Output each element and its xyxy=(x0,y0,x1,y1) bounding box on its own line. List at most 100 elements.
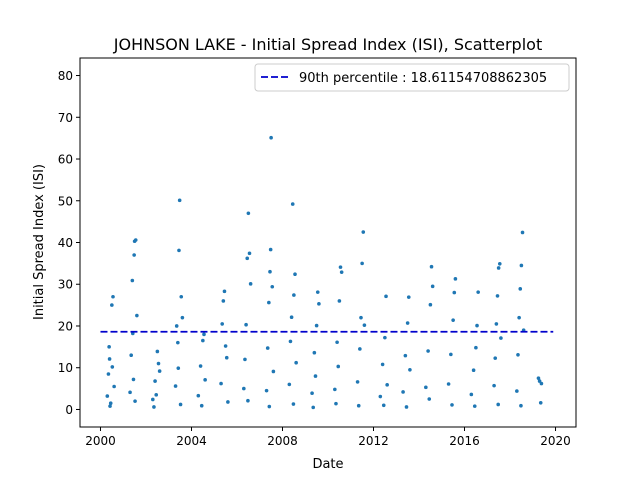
data-point-0-80 xyxy=(311,405,316,410)
x-tick-label: 2020 xyxy=(540,434,571,448)
data-point-0-33 xyxy=(180,315,185,320)
data-point-0-54 xyxy=(247,251,252,256)
chart-title: JOHNSON LAKE - Initial Spread Index (ISI… xyxy=(113,35,542,54)
data-point-0-27 xyxy=(173,384,178,388)
data-point-0-78 xyxy=(317,302,321,306)
y-tick-label: 50 xyxy=(58,194,73,208)
data-point-0-59 xyxy=(267,300,271,305)
data-point-0-114 xyxy=(449,352,453,357)
data-point-0-49 xyxy=(242,386,246,391)
data-point-0-9 xyxy=(110,365,115,369)
data-point-0-47 xyxy=(226,400,230,404)
data-point-0-85 xyxy=(339,270,344,274)
data-point-0-64 xyxy=(271,369,276,374)
data-point-0-108 xyxy=(426,349,430,353)
x-tick-label: 2004 xyxy=(176,434,207,448)
data-point-0-112 xyxy=(427,397,432,401)
data-point-0-100 xyxy=(381,403,386,408)
data-point-0-77 xyxy=(315,290,320,294)
y-tick-label: 0 xyxy=(65,403,73,417)
data-point-0-11 xyxy=(129,353,133,358)
data-point-0-4 xyxy=(110,303,114,307)
data-point-0-43 xyxy=(220,322,224,326)
data-point-0-15 xyxy=(133,238,138,242)
data-point-0-58 xyxy=(265,346,270,350)
data-point-0-143 xyxy=(538,400,543,405)
data-point-0-66 xyxy=(287,382,292,387)
data-point-0-87 xyxy=(334,401,338,406)
data-point-0-137 xyxy=(519,263,524,268)
data-point-0-105 xyxy=(408,368,412,372)
x-tick-label: 2012 xyxy=(358,434,389,448)
data-point-0-131 xyxy=(499,336,503,340)
data-point-0-135 xyxy=(517,315,521,320)
legend-label: 90th percentile : 18.61154708862305 xyxy=(299,71,547,86)
data-point-0-97 xyxy=(383,335,387,340)
data-point-0-65 xyxy=(267,404,272,409)
data-point-0-113 xyxy=(446,382,451,386)
data-point-0-134 xyxy=(516,352,520,357)
data-point-0-82 xyxy=(335,340,339,345)
data-point-0-103 xyxy=(405,321,410,325)
data-point-0-140 xyxy=(519,403,523,408)
data-point-0-92 xyxy=(361,230,366,234)
data-point-0-53 xyxy=(246,211,251,216)
data-point-0-72 xyxy=(294,360,298,365)
data-point-0-48 xyxy=(223,344,228,348)
data-point-0-44 xyxy=(221,299,226,303)
data-point-0-106 xyxy=(404,405,409,409)
data-point-0-29 xyxy=(176,340,180,345)
data-point-0-129 xyxy=(496,266,501,270)
data-point-0-60 xyxy=(268,269,272,274)
data-point-0-76 xyxy=(314,323,319,328)
x-tick-label: 2000 xyxy=(85,434,116,448)
data-point-0-102 xyxy=(403,353,408,358)
data-point-0-34 xyxy=(178,402,183,407)
data-point-0-16 xyxy=(135,313,139,318)
data-point-0-130 xyxy=(497,261,502,266)
data-point-0-101 xyxy=(401,390,405,394)
data-point-0-30 xyxy=(177,248,181,253)
data-point-0-116 xyxy=(452,290,457,295)
data-point-0-95 xyxy=(378,394,383,399)
data-point-0-127 xyxy=(494,322,499,326)
data-point-0-22 xyxy=(155,349,160,354)
data-point-0-24 xyxy=(157,369,162,373)
data-point-0-86 xyxy=(336,364,341,369)
data-point-0-37 xyxy=(198,364,203,368)
data-point-0-93 xyxy=(362,323,367,327)
data-point-0-123 xyxy=(476,290,480,294)
data-point-0-26 xyxy=(152,405,156,409)
data-point-0-104 xyxy=(406,295,411,299)
data-point-0-51 xyxy=(244,322,248,327)
x-axis-label: Date xyxy=(312,457,343,472)
data-point-0-132 xyxy=(496,402,500,407)
data-point-0-125 xyxy=(492,383,496,388)
data-point-0-56 xyxy=(246,398,250,403)
data-point-0-94 xyxy=(356,403,361,408)
data-point-0-42 xyxy=(219,381,223,386)
data-point-0-41 xyxy=(199,403,204,408)
data-point-0-99 xyxy=(385,383,389,387)
data-point-0-6 xyxy=(112,384,116,389)
y-axis: 0 10 20 30 40 50 60 70 80 xyxy=(58,69,80,417)
data-point-0-84 xyxy=(338,265,343,269)
data-point-0-61 xyxy=(268,247,273,252)
data-point-0-81 xyxy=(333,387,337,392)
y-tick-label: 10 xyxy=(58,361,73,375)
data-point-0-7 xyxy=(107,345,111,349)
data-point-0-144 xyxy=(539,381,544,386)
data-point-0-50 xyxy=(243,357,247,362)
data-point-0-28 xyxy=(174,324,179,328)
x-tick-label: 2008 xyxy=(267,434,298,448)
x-tick-label: 2016 xyxy=(449,434,480,448)
data-point-0-45 xyxy=(222,289,227,294)
data-point-0-75 xyxy=(312,350,317,355)
data-point-0-0 xyxy=(105,394,110,398)
data-point-0-17 xyxy=(132,253,136,257)
data-point-0-79 xyxy=(313,374,318,378)
data-point-0-69 xyxy=(290,202,295,206)
y-tick-label: 80 xyxy=(58,69,73,83)
data-point-0-3 xyxy=(108,401,113,406)
data-point-0-8 xyxy=(108,404,112,408)
